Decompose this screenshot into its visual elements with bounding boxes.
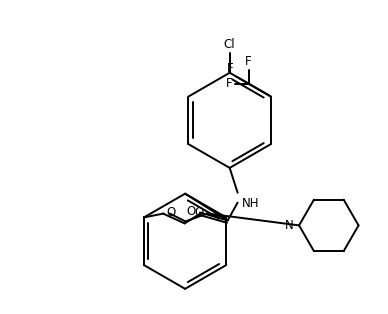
Text: F: F xyxy=(226,77,233,90)
Text: F: F xyxy=(245,55,252,68)
Text: O: O xyxy=(167,206,176,219)
Text: O: O xyxy=(194,206,203,219)
Text: F: F xyxy=(227,62,234,75)
Text: O: O xyxy=(187,205,196,218)
Text: Cl: Cl xyxy=(224,38,236,51)
Text: N: N xyxy=(285,219,294,232)
Text: NH: NH xyxy=(242,197,259,210)
